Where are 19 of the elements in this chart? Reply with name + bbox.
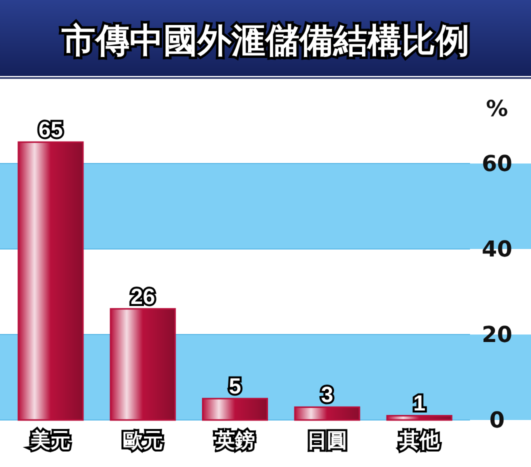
bar — [202, 398, 268, 421]
bar — [386, 414, 452, 421]
data-label: 3 — [321, 382, 334, 408]
y-tick-label: 0 — [489, 408, 505, 434]
x-tick-label: 歐元 — [122, 428, 163, 452]
y-tick-label: 40 — [482, 238, 512, 263]
data-label: 26 — [130, 284, 156, 309]
data-label: 65 — [38, 117, 63, 142]
chart-title: 市傳中國外滙儲備結構比例 — [60, 21, 470, 61]
x-tick-label: 英鎊 — [214, 428, 255, 452]
x-tick-label: 美元 — [30, 428, 71, 452]
data-label: 5 — [228, 374, 242, 399]
x-tick-label: 其他 — [398, 428, 440, 452]
y-axis-title: % — [486, 97, 508, 122]
x-tick-label: 日圓 — [307, 428, 348, 452]
bar — [294, 406, 360, 421]
bar — [18, 141, 84, 421]
data-label: 1 — [413, 390, 426, 416]
bar — [110, 308, 176, 421]
